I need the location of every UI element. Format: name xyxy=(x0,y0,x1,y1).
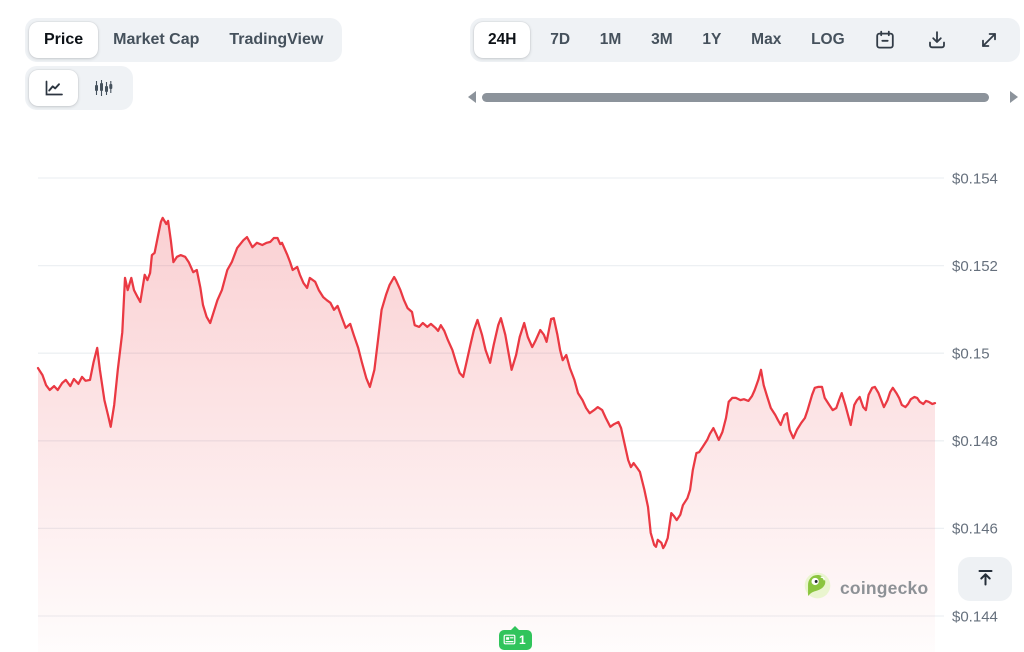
chart-horizontal-scrollbar xyxy=(468,89,1018,105)
range-1m-button[interactable]: 1M xyxy=(590,22,632,58)
range-1y-button[interactable]: 1Y xyxy=(692,22,731,58)
candlestick-chart-icon xyxy=(91,77,114,99)
range-24h-button[interactable]: 24H xyxy=(474,22,531,58)
view-switcher: Price Market Cap TradingView xyxy=(25,18,343,62)
y-axis-tick-label: $0.146 xyxy=(952,521,998,538)
line-chart-icon xyxy=(42,77,65,99)
tab-tradingview[interactable]: TradingView xyxy=(214,22,338,58)
range-max-button[interactable]: Max xyxy=(741,22,791,58)
chart-type-switcher xyxy=(25,66,133,110)
calendar-icon xyxy=(874,29,896,51)
fullscreen-icon-button[interactable] xyxy=(968,22,1010,58)
y-axis-tick-label: $0.152 xyxy=(952,258,998,275)
price-area-fill xyxy=(38,217,935,652)
scroll-right-arrow[interactable] xyxy=(1010,91,1018,103)
scrollbar-thumb[interactable] xyxy=(482,92,989,102)
download-icon xyxy=(926,29,948,51)
scroll-left-arrow[interactable] xyxy=(468,91,476,103)
fullscreen-icon xyxy=(978,29,1000,51)
tab-market-cap[interactable]: Market Cap xyxy=(98,22,214,58)
y-axis-tick-label: $0.15 xyxy=(952,346,990,363)
price-area-chart[interactable]: $0.154 $0.152 $0.15 $0.148 $0.146 $0.144 xyxy=(0,150,1024,652)
y-axis-tick-label: $0.154 xyxy=(952,170,998,187)
range-3m-button[interactable]: 3M xyxy=(641,22,683,58)
price-line xyxy=(36,216,937,550)
y-axis-tick-label: $0.144 xyxy=(952,608,998,625)
line-chart-button[interactable] xyxy=(29,70,78,106)
y-axis-tick-label: $0.148 xyxy=(952,433,998,450)
log-scale-button[interactable]: LOG xyxy=(801,22,855,58)
scroll-to-top-icon xyxy=(975,567,996,591)
download-button[interactable] xyxy=(916,22,958,58)
range-7d-button[interactable]: 7D xyxy=(540,22,580,58)
tab-price[interactable]: Price xyxy=(29,22,99,58)
news-count: 1 xyxy=(519,633,526,647)
range-switcher: 24H 7D 1M 3M 1Y Max LOG xyxy=(470,18,1020,62)
calendar-button[interactable] xyxy=(864,22,906,58)
candlestick-chart-button[interactable] xyxy=(78,70,127,106)
news-annotation-badge[interactable]: 1 xyxy=(499,626,532,650)
scroll-to-top-button[interactable] xyxy=(958,557,1012,601)
news-icon xyxy=(503,633,516,648)
